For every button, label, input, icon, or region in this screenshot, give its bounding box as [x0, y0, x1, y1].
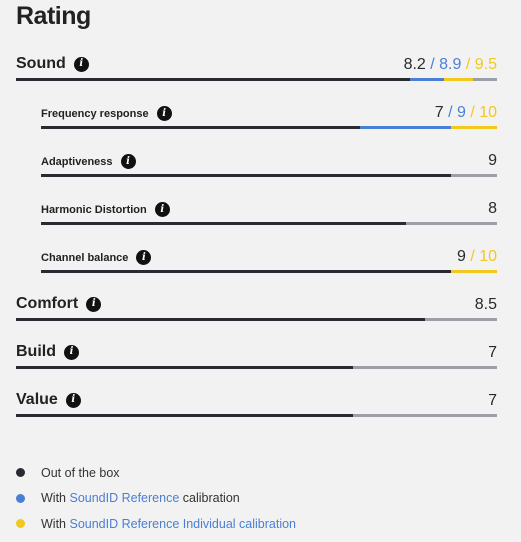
- page-title: Rating: [16, 2, 91, 30]
- soundid-reference-link[interactable]: SoundID Reference: [69, 491, 180, 506]
- rating-bar: [41, 174, 497, 177]
- rating-bar: [41, 126, 497, 129]
- rating-label: Value: [16, 391, 58, 408]
- legend-dot-out-of-box: [16, 468, 25, 478]
- bar-segment-reference: [410, 78, 445, 81]
- rating-values: 7: [488, 392, 497, 410]
- value-reference: 8.9: [439, 56, 462, 73]
- rating-bar: [16, 78, 497, 81]
- rating-values: 9 / 10: [456, 248, 497, 265]
- bar-segment-out-of-box: [16, 414, 353, 417]
- value-out-of-box: 9: [488, 152, 497, 169]
- rating-values: 7: [488, 344, 497, 362]
- value-out-of-box: 9: [456, 248, 466, 265]
- info-icon[interactable]: i: [86, 296, 102, 312]
- rating-values: 7 / 9 / 10: [434, 104, 497, 121]
- rating-label: Adaptiveness: [41, 155, 113, 168]
- value-out-of-box: 7: [434, 104, 444, 121]
- rating-bar: [41, 270, 497, 273]
- rating-row-build: Build i 7: [16, 343, 497, 369]
- rating-label: Channel balance: [41, 251, 129, 264]
- value-out-of-box: 8.5: [474, 296, 497, 313]
- legend-suffix: calibration: [179, 491, 240, 506]
- value-out-of-box: 7: [488, 344, 497, 361]
- legend-label: Out of the box: [41, 465, 120, 480]
- rating-row-sound: Sound i 8.2 / 8.9 / 9.5: [16, 55, 497, 81]
- value-individual: 10: [479, 248, 497, 265]
- rating-values: 8.5: [475, 296, 497, 314]
- info-icon[interactable]: i: [73, 56, 89, 72]
- legend: Out of the box With SoundID Reference ca…: [16, 460, 296, 537]
- legend-prefix: With: [41, 491, 70, 506]
- rating-label: Harmonic Distortion: [41, 203, 147, 216]
- bar-segment-out-of-box: [41, 222, 406, 225]
- value-individual: 10: [479, 104, 497, 121]
- info-icon[interactable]: i: [154, 202, 170, 217]
- info-icon[interactable]: i: [120, 154, 136, 169]
- rating-row-harmonic-distortion: Harmonic Distortion i 8: [41, 199, 497, 225]
- legend-dot-reference: [16, 493, 25, 503]
- bar-segment-out-of-box: [41, 126, 361, 129]
- soundid-individual-link[interactable]: SoundID Reference Individual calibration: [69, 516, 297, 531]
- bar-segment-out-of-box: [41, 270, 452, 273]
- rating-bar: [41, 222, 497, 225]
- rating-row-frequency-response: Frequency response i 7 / 9 / 10: [41, 103, 497, 129]
- legend-item-individual: With SoundID Reference Individual calibr…: [16, 511, 296, 537]
- bar-segment-individual: [444, 78, 473, 81]
- rating-label: Comfort: [16, 295, 79, 312]
- bar-segment-individual: [451, 270, 497, 273]
- value-out-of-box: 8: [488, 200, 497, 217]
- info-icon[interactable]: i: [156, 106, 172, 121]
- rating-bar: [16, 366, 497, 369]
- rating-bar: [16, 414, 497, 417]
- bar-segment-individual: [451, 126, 497, 129]
- rating-values: 9: [488, 152, 497, 170]
- legend-item-reference: With SoundID Reference calibration: [16, 486, 296, 512]
- rating-row-value: Value i 7: [16, 391, 497, 417]
- legend-dot-individual: [16, 519, 25, 529]
- bar-segment-out-of-box: [16, 318, 425, 321]
- rating-values: 8.2 / 8.9 / 9.5: [403, 56, 497, 73]
- bar-segment-out-of-box: [16, 366, 353, 369]
- info-icon[interactable]: i: [136, 250, 152, 265]
- rating-values: 8: [488, 200, 497, 218]
- info-icon[interactable]: i: [65, 392, 81, 408]
- rating-label: Frequency response: [41, 107, 149, 120]
- info-icon[interactable]: i: [64, 344, 79, 360]
- rating-row-comfort: Comfort i 8.5: [16, 295, 497, 321]
- rating-label: Build: [16, 343, 56, 360]
- bar-segment-reference: [360, 126, 452, 129]
- bar-segment-out-of-box: [41, 174, 452, 177]
- value-out-of-box: 8.2: [403, 56, 426, 73]
- rating-row-adaptiveness: Adaptiveness i 9: [41, 151, 497, 177]
- value-reference: 9: [456, 104, 466, 121]
- value-individual: 9.5: [474, 56, 497, 73]
- rating-label: Sound: [16, 55, 66, 72]
- rating-row-channel-balance: Channel balance i 9 / 10: [41, 247, 497, 273]
- value-out-of-box: 7: [488, 392, 497, 409]
- legend-prefix: With: [41, 516, 70, 531]
- legend-item-out-of-box: Out of the box: [16, 460, 296, 486]
- bar-segment-out-of-box: [16, 78, 411, 81]
- rating-bar: [16, 318, 497, 321]
